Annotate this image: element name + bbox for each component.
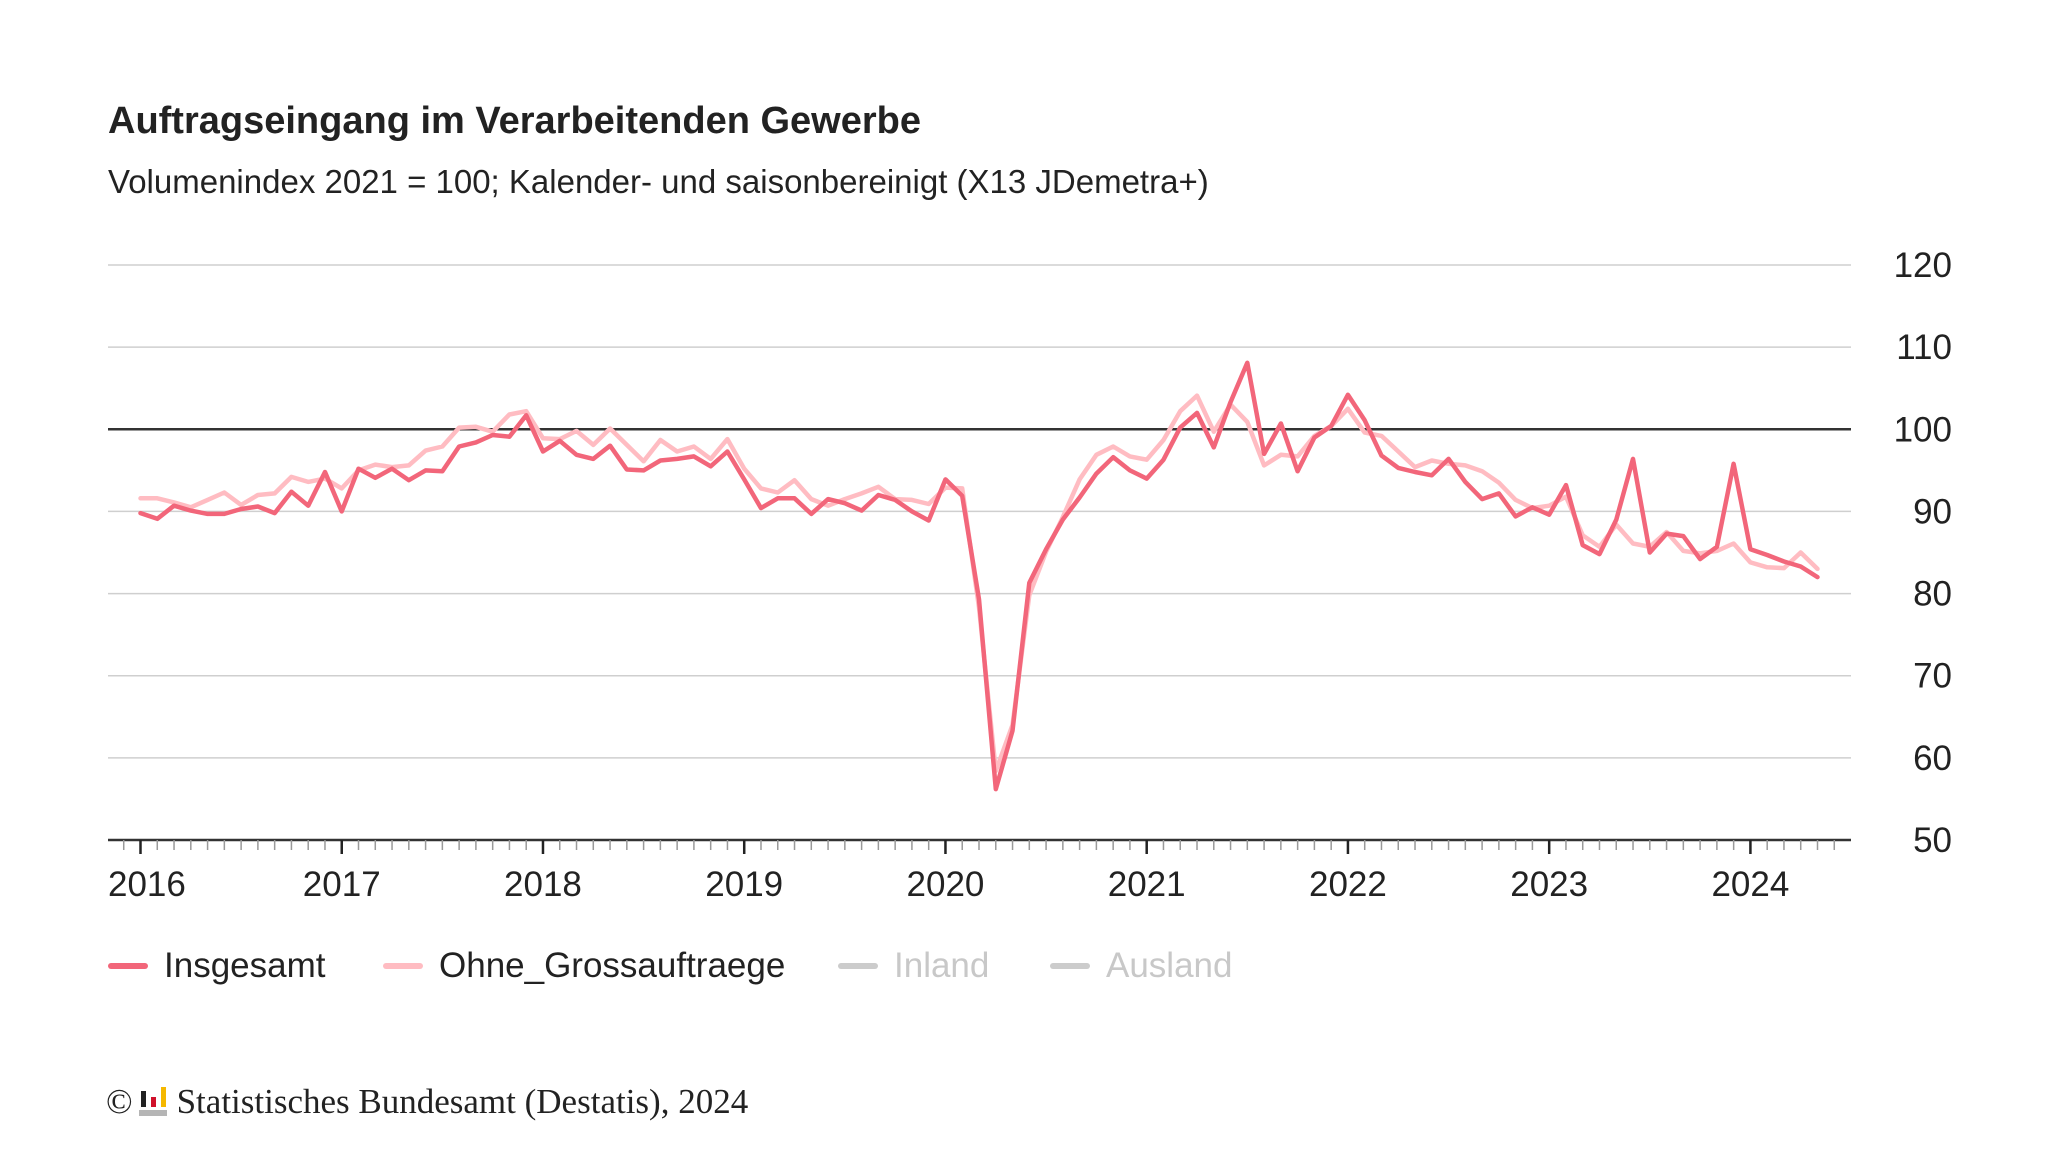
series-line-insgesamt	[138, 360, 1820, 792]
source-text: Statistisches Bundesamt (Destatis), 2024	[176, 1082, 749, 1121]
x-tick-label: 2020	[907, 865, 985, 904]
y-tick-label: 120	[1894, 246, 1952, 285]
x-tick-label: 2022	[1309, 865, 1387, 904]
series-line-ohne_grossauftraege	[138, 393, 1820, 774]
destatis-logo-icon	[138, 1087, 169, 1117]
legend-swatch	[383, 963, 423, 969]
y-tick-label: 70	[1913, 657, 1952, 696]
x-tick-label: 2016	[108, 865, 186, 904]
legend-label: Ohne_Grossauftraege	[439, 946, 786, 985]
copyright-symbol: ©	[106, 1082, 133, 1121]
chart-subtitle: Volumenindex 2021 = 100; Kalender- und s…	[108, 163, 1209, 200]
y-tick-label: 80	[1913, 575, 1952, 614]
x-tick-label: 2024	[1711, 865, 1789, 904]
x-tick-label: 2023	[1510, 865, 1588, 904]
legend-label: Inland	[894, 946, 990, 985]
legend-swatch	[1050, 963, 1090, 969]
y-tick-label: 60	[1913, 739, 1952, 778]
y-tick-label: 100	[1894, 410, 1952, 449]
chart-title: Auftragseingang im Verarbeitenden Gewerb…	[108, 100, 921, 142]
legend-item-ausland[interactable]: Ausland	[1050, 944, 1232, 988]
y-tick-label: 50	[1913, 821, 1952, 860]
x-tick-label: 2017	[303, 865, 381, 904]
legend-item-ohne-grossauftraege[interactable]: Ohne_Grossauftraege	[383, 944, 785, 988]
x-tick-label: 2019	[705, 865, 783, 904]
legend-swatch	[838, 963, 878, 969]
y-tick-label: 90	[1913, 492, 1952, 531]
legend-swatch	[108, 963, 148, 969]
source-footer: © Statistisches Bundesamt (Destatis), 20…	[106, 1082, 748, 1122]
y-axis-tick-labels: 50 60 70 80 90 100 110 120	[1894, 246, 1952, 860]
legend-label: Ausland	[1106, 946, 1233, 985]
x-tick-label: 2018	[504, 865, 582, 904]
x-axis: 2016 2017 2018 2019 2020 2021 2022 2023 2024	[108, 838, 1851, 904]
legend-item-insgesamt[interactable]: Insgesamt	[108, 944, 325, 988]
x-tick-label: 2021	[1108, 865, 1186, 904]
gridlines	[108, 264, 1851, 759]
series-lines	[138, 360, 1820, 792]
y-tick-label: 110	[1896, 328, 1952, 367]
legend-label: Insgesamt	[164, 946, 326, 985]
legend-item-inland[interactable]: Inland	[838, 944, 989, 988]
line-chart: 50 60 70 80 90 100 110 120 2016 2017 2018 2019 2020…	[108, 246, 1952, 904]
